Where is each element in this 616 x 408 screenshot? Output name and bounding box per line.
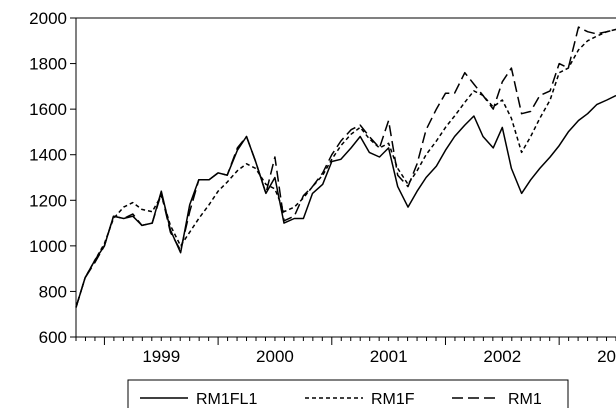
x-axis: 1999 2000 2001 2002 2003	[75, 337, 616, 366]
legend: RM1FL1 RM1F RM1	[127, 379, 569, 408]
x-tick-label: 1999	[142, 347, 180, 366]
y-axis: 600 800 1000 1200 1400 1600 1800 2000	[29, 9, 76, 347]
x-tick-label: 2001	[370, 347, 408, 366]
y-tick-label: 1000	[29, 237, 67, 256]
series-lines	[75, 26, 616, 308]
plot-frame	[75, 17, 616, 338]
y-tick-label: 1600	[29, 100, 67, 119]
legend-box	[127, 379, 569, 408]
x-tick-label: 2002	[483, 347, 521, 366]
x-tick-label: 2003	[597, 347, 616, 366]
x-tick-label: 2000	[256, 347, 294, 366]
legend-label-rm1f: RM1F	[371, 391, 415, 408]
series-line-rm1f	[75, 28, 616, 308]
y-tick-label: 1800	[29, 55, 67, 74]
y-tick-label: 1400	[29, 146, 67, 165]
series-line-rm1	[75, 26, 616, 308]
y-tick-label: 600	[39, 328, 67, 347]
legend-label-rm1: RM1	[508, 391, 542, 408]
y-tick-label: 2000	[29, 9, 67, 28]
y-tick-label: 1200	[29, 191, 67, 210]
y-tick-label: 800	[39, 282, 67, 301]
legend-label-rm1fl1: RM1FL1	[196, 391, 257, 408]
